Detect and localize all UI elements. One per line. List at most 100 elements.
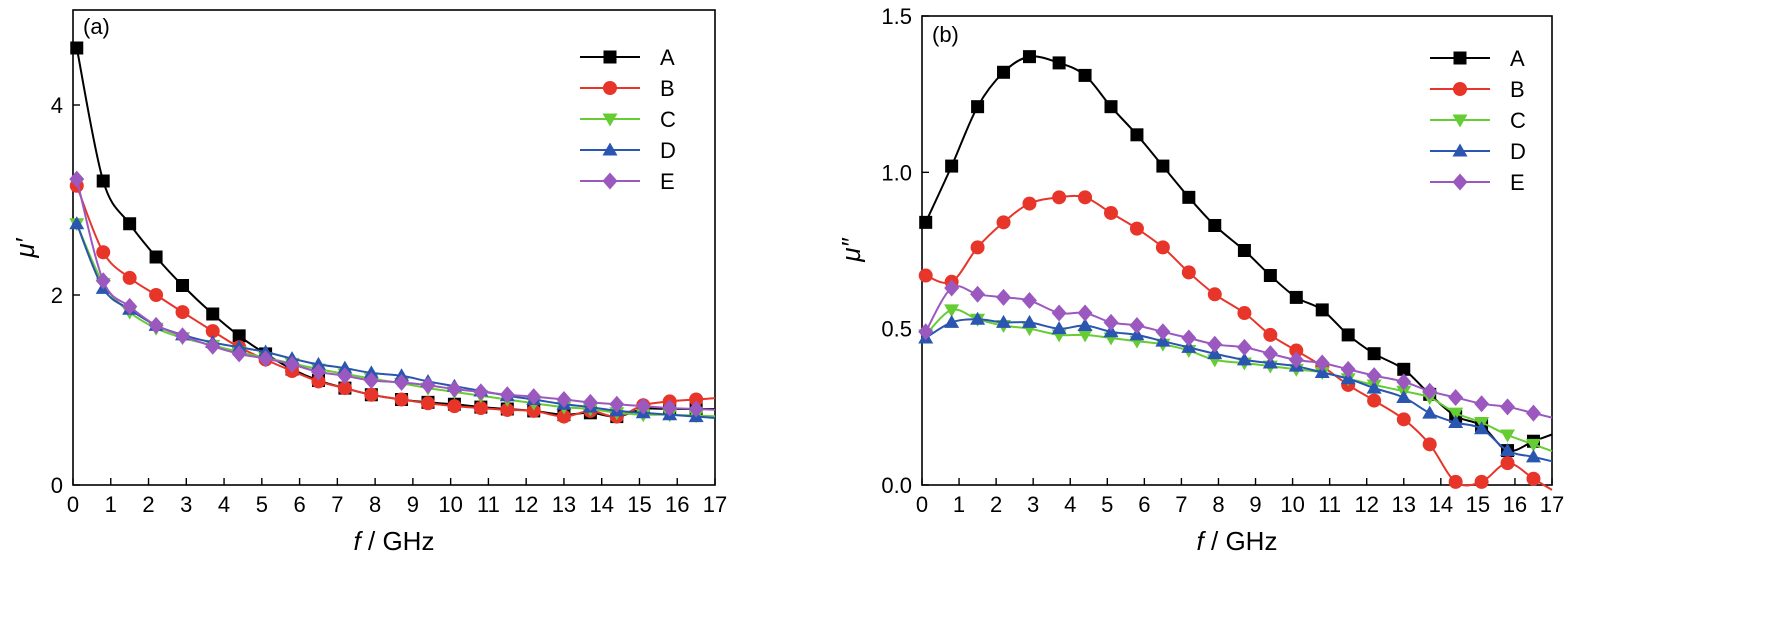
x-tick-label: 12 bbox=[514, 492, 538, 517]
data-point-B bbox=[394, 392, 409, 407]
data-point-B bbox=[337, 381, 352, 396]
x-tick-label: 9 bbox=[407, 492, 419, 517]
data-point-A bbox=[1182, 190, 1196, 204]
data-point-B bbox=[970, 240, 985, 255]
x-axis-label-a: f / GHz bbox=[354, 526, 435, 556]
y-tick-label: 0.0 bbox=[881, 473, 912, 498]
panel-label-a: (a) bbox=[83, 14, 110, 39]
data-point-B bbox=[1500, 456, 1515, 471]
data-point-E bbox=[95, 272, 111, 290]
data-point-A bbox=[149, 250, 163, 264]
x-tick-label: 5 bbox=[256, 492, 268, 517]
data-point-E bbox=[363, 372, 379, 389]
data-point-E bbox=[175, 327, 191, 345]
legend-marker-E bbox=[1452, 173, 1468, 191]
x-tick-label: 13 bbox=[552, 492, 576, 517]
data-point-C bbox=[1500, 429, 1516, 443]
data-point-D bbox=[1396, 389, 1412, 403]
x-tick-label: 16 bbox=[665, 492, 689, 517]
panel-b: 0 1 2 3 4 5 6 7 8 9 10 11 12 13 14 15 16 170.00.51.01.5 A… bbox=[836, 4, 1564, 556]
data-point-A bbox=[1104, 100, 1118, 114]
data-point-E bbox=[1474, 395, 1490, 413]
data-point-E bbox=[1525, 404, 1541, 422]
x-tick-label: 11 bbox=[1318, 492, 1341, 517]
x-tick-label: 13 bbox=[1392, 492, 1416, 517]
data-point-A bbox=[1078, 68, 1092, 82]
data-point-C bbox=[1525, 438, 1541, 452]
x-tick-label: 4 bbox=[218, 492, 230, 517]
data-point-E bbox=[310, 363, 326, 381]
data-point-D bbox=[337, 360, 353, 374]
data-point-E bbox=[1396, 373, 1412, 391]
data-point-B bbox=[96, 245, 111, 260]
data-point-E bbox=[970, 285, 986, 303]
x-tick-label: 6 bbox=[293, 492, 305, 517]
data-point-D bbox=[1021, 314, 1037, 328]
y-tick-label: 1.5 bbox=[881, 4, 912, 29]
data-point-E bbox=[1448, 388, 1464, 406]
data-point-B bbox=[689, 392, 704, 407]
data-point-E bbox=[918, 323, 934, 341]
data-point-A bbox=[945, 159, 959, 173]
series-line-A bbox=[75, 47, 715, 418]
legend-label-E: E bbox=[1510, 170, 1525, 195]
x-tick-label: 3 bbox=[1027, 492, 1039, 517]
legend-marker-D bbox=[1452, 143, 1468, 157]
data-point-E bbox=[148, 316, 164, 334]
x-tick-label: 8 bbox=[1212, 492, 1224, 517]
data-point-B bbox=[122, 270, 137, 285]
x-tick-label: 10 bbox=[1280, 492, 1304, 517]
data-point-B bbox=[205, 324, 220, 339]
data-point-E bbox=[1422, 382, 1438, 400]
x-tick-label: 16 bbox=[1503, 492, 1527, 517]
data-point-B bbox=[175, 305, 190, 320]
legend-label-B: B bbox=[1510, 77, 1525, 102]
data-point-B bbox=[1422, 437, 1437, 452]
x-axis-unit-a: / GHz bbox=[361, 526, 435, 556]
data-point-B bbox=[1448, 474, 1463, 489]
data-point-B bbox=[1155, 240, 1170, 255]
data-point-E bbox=[337, 367, 353, 385]
data-point-B bbox=[364, 387, 379, 402]
legend-label-D: D bbox=[660, 138, 676, 163]
data-point-E bbox=[1288, 351, 1304, 369]
data-point-D bbox=[1422, 405, 1438, 419]
data-point-E bbox=[69, 170, 85, 188]
data-point-B bbox=[918, 268, 933, 283]
data-point-D bbox=[1500, 443, 1516, 457]
data-point-A bbox=[70, 41, 84, 55]
data-point-B bbox=[500, 402, 515, 417]
data-point-E bbox=[609, 395, 625, 413]
data-point-A bbox=[206, 307, 220, 321]
data-point-A bbox=[96, 174, 110, 188]
series-line-D bbox=[75, 223, 716, 419]
x-axis-var-a: f bbox=[354, 526, 364, 556]
x-tick-label: 14 bbox=[1429, 492, 1453, 517]
data-point-E bbox=[662, 399, 678, 417]
plot-frame-b bbox=[921, 15, 1553, 486]
data-point-E bbox=[944, 279, 960, 297]
data-point-E bbox=[122, 297, 138, 315]
x-tick-label: 0 bbox=[67, 492, 79, 517]
data-point-B bbox=[447, 399, 462, 414]
data-point-A bbox=[1315, 303, 1329, 317]
data-point-A bbox=[123, 217, 137, 231]
legend-marker-A bbox=[1453, 51, 1467, 65]
data-point-D bbox=[1051, 321, 1067, 335]
data-point-D bbox=[310, 356, 326, 370]
data-point-B bbox=[556, 409, 571, 424]
data-point-A bbox=[919, 215, 933, 229]
data-point-B bbox=[1526, 471, 1541, 486]
x-tick-label: 5 bbox=[1101, 492, 1113, 517]
y-tick-label: 0 bbox=[51, 473, 63, 498]
x-tick-label: 14 bbox=[589, 492, 613, 517]
x-axis-label-b: f / GHz bbox=[1197, 526, 1278, 556]
data-point-D bbox=[944, 314, 960, 328]
series-line-C bbox=[75, 223, 716, 418]
legend-label-C: C bbox=[660, 107, 676, 132]
data-point-D bbox=[69, 216, 85, 230]
data-point-E bbox=[1314, 354, 1330, 372]
